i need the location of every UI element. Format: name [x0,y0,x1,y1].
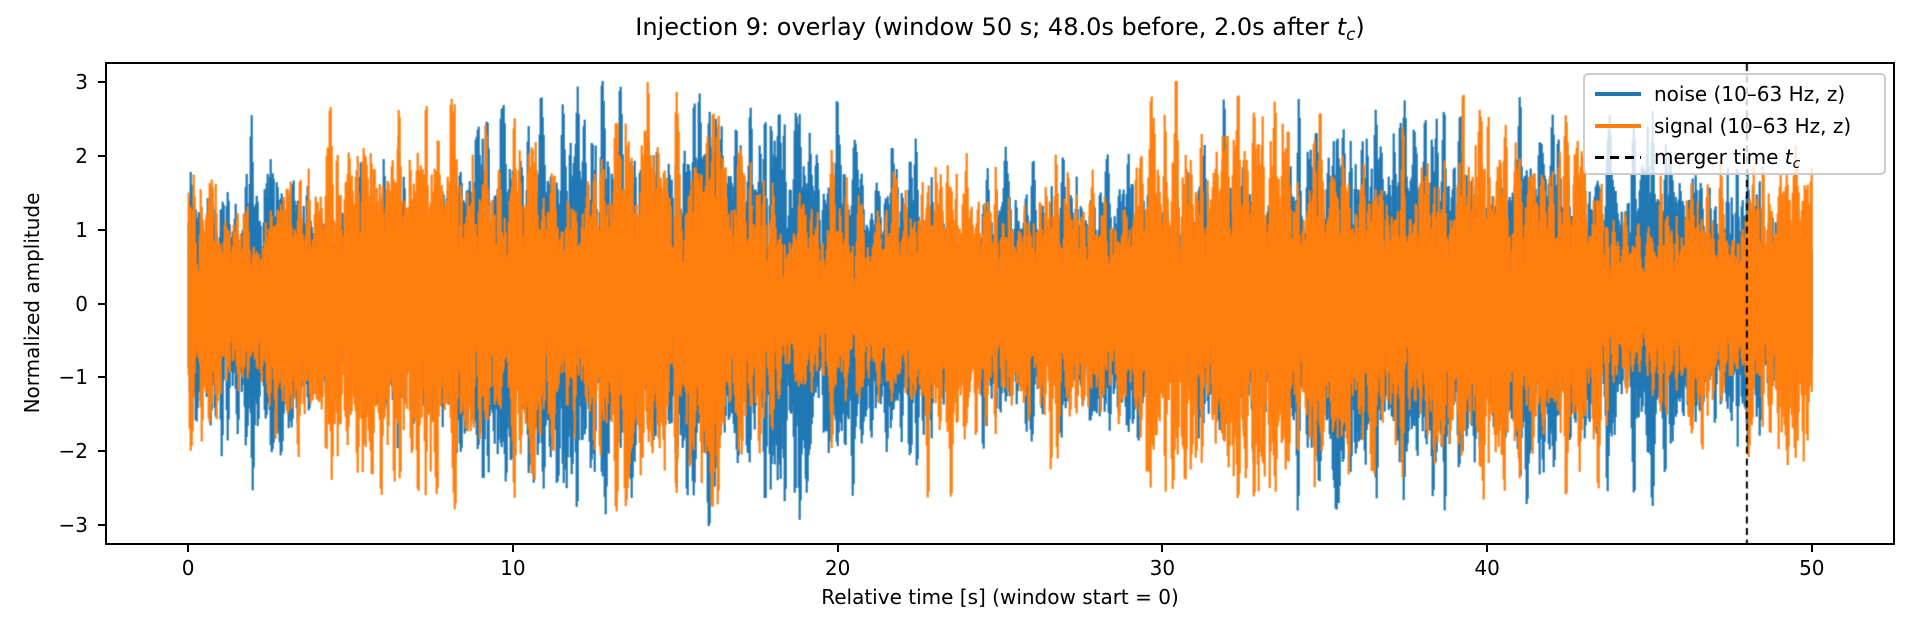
y-tick-mark [98,155,105,158]
chart-title-tc-sub: c [1346,23,1356,44]
y-tick-label: 0 [75,291,88,316]
y-tick-label: −2 [58,438,88,463]
y-tick-label: 2 [75,144,88,169]
y-tick-mark [98,81,105,84]
legend-item-signal: signal (10–63 Hz, z) [1595,110,1876,142]
legend: noise (10–63 Hz, z) signal (10–63 Hz, z)… [1583,73,1886,175]
legend-label-signal: signal (10–63 Hz, z) [1654,113,1852,138]
legend-item-noise: noise (10–63 Hz, z) [1595,78,1876,110]
y-tick-mark [98,523,105,526]
chart-title-tc-var: t [1336,13,1347,41]
x-tick-label: 10 [500,556,526,580]
x-tick-mark [187,545,190,552]
x-tick-mark [511,545,514,552]
y-tick-mark [98,376,105,379]
x-tick-label: 0 [181,556,195,580]
x-tick-label: 50 [1799,556,1825,580]
legend-label-merger-time: merger time tc [1654,145,1801,173]
y-tick-mark [98,449,105,452]
x-tick-label: 20 [824,556,851,580]
y-tick-label: −3 [58,512,88,537]
x-axis-label: Relative time [s] (window start = 0) [821,585,1179,609]
x-tick-mark [1161,545,1164,552]
x-tick-mark [836,545,839,552]
x-tick-mark [1486,545,1489,552]
y-tick-label: 3 [75,70,88,95]
noise-line-sample [1595,91,1641,96]
chart-title: Injection 9: overlay (window 50 s; 48.0s… [105,13,1895,44]
chart-title-text: Injection 9: overlay (window 50 s; 48.0s… [635,13,1337,41]
chart-title-suffix: ) [1355,13,1365,41]
signal-line-sample [1595,123,1641,128]
x-tick-label: 40 [1474,556,1500,580]
y-tick-label: −1 [58,365,88,390]
y-tick-label: 1 [75,217,88,242]
y-tick-mark [98,302,105,305]
legend-item-merger-time: merger time tc [1595,141,1876,173]
x-tick-mark [1810,545,1813,552]
merger-time-dashed-line-sample [1595,155,1641,159]
legend-label-noise: noise (10–63 Hz, z) [1654,81,1846,106]
x-tick-label: 30 [1149,556,1176,580]
y-tick-mark [98,228,105,231]
